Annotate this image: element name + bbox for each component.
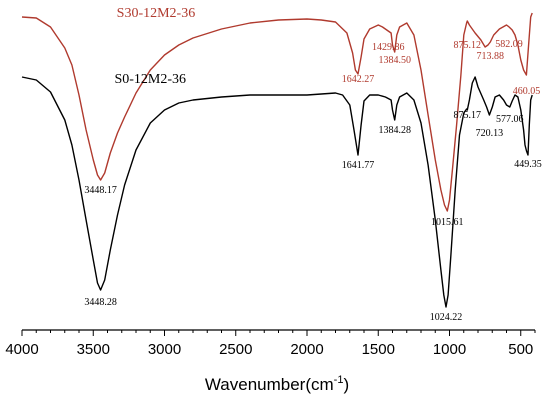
peak-label: 1015.61 (431, 217, 464, 228)
peak-label: 713.88 (477, 51, 505, 62)
peak-label: 1429.86 (372, 42, 405, 53)
peak-label: 1384.50 (378, 55, 411, 66)
peak-label: 1642.27 (342, 74, 375, 85)
x-tick-label: 1500 (362, 341, 395, 358)
peak-label: 1641.77 (342, 160, 375, 171)
plot-area (21, 12, 533, 308)
peak-label: 1384.28 (378, 125, 411, 136)
x-tick-label: 3500 (77, 341, 110, 358)
peak-label: 875.17 (454, 110, 482, 121)
peak-annotations: S30-12M2-36 S0-12M2-36 3448.17 3448.28 1642.… (84, 6, 541, 323)
series-label-0: S30-12M2-36 (117, 6, 196, 21)
x-axis-title: Wavenumber(cm-1) (205, 374, 349, 394)
x-tick-label: 3000 (148, 341, 181, 358)
series-line-0 (21, 12, 533, 212)
peak-label: 3448.17 (84, 185, 117, 196)
peak-label: 875.12 (454, 40, 482, 51)
x-tick-label: 2000 (290, 341, 323, 358)
x-tick-label: 500 (508, 341, 533, 358)
x-tick-label: 4000 (5, 341, 38, 358)
peak-label: 449.35 (514, 159, 542, 170)
peak-label: 577.06 (496, 114, 524, 125)
peak-label: 720.13 (476, 128, 504, 139)
x-axis: 4000 3500 3000 2500 2000 1500 1000 500 (5, 329, 536, 358)
peak-label: 3448.28 (84, 297, 117, 308)
series-label-1: S0-12M2-36 (114, 72, 186, 87)
peak-label: 582.09 (495, 39, 523, 50)
peak-label: 1024.22 (430, 312, 463, 323)
peak-label: 460.05 (513, 86, 541, 97)
series-line-1 (21, 76, 533, 308)
x-tick-label: 1000 (433, 341, 466, 358)
x-tick-label: 2500 (219, 341, 252, 358)
